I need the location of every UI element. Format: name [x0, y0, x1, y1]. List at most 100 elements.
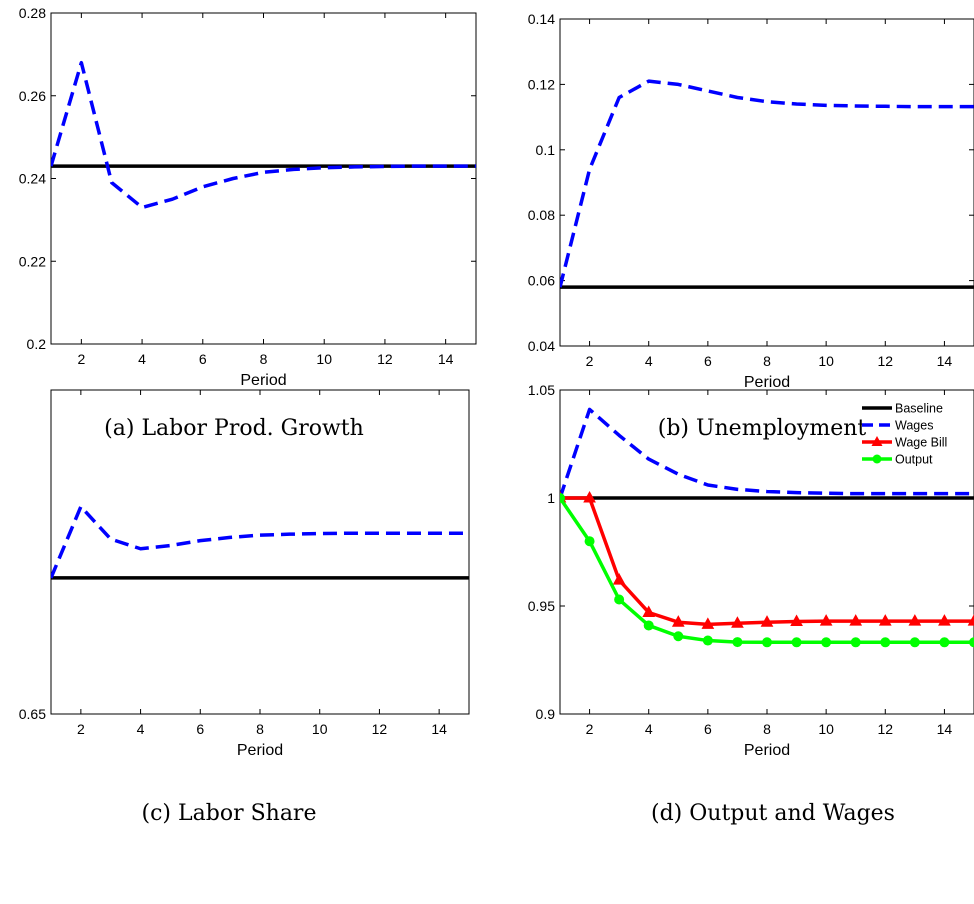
point-output — [880, 637, 891, 648]
x-tick-label: 2 — [586, 353, 594, 369]
point-wage-bill — [760, 615, 774, 627]
legend-marker-wage-bill — [871, 436, 883, 446]
x-tick-label: 12 — [877, 721, 893, 737]
point-wage-bill — [612, 573, 626, 585]
y-tick-label: 0.1 — [536, 142, 556, 158]
x-tick-label: 4 — [138, 351, 146, 367]
x-tick-label: 10 — [316, 351, 332, 367]
series-line-dashed — [51, 60, 476, 210]
legend-label-wages: Wages — [895, 419, 933, 433]
series-line-wage-bill — [560, 496, 974, 627]
legend-label-wage-bill: Wage Bill — [895, 436, 947, 450]
point-wage-bill — [878, 614, 892, 626]
series-group — [51, 504, 469, 580]
x-axis-label: Period — [744, 742, 790, 759]
y-tick-label: 0.9 — [536, 706, 556, 722]
chart-caption: (d) Output and Wages — [651, 801, 895, 826]
y-tick-label: 0.06 — [528, 273, 555, 289]
point-output — [614, 594, 625, 605]
x-tick-label: 12 — [877, 353, 893, 369]
y-tick-label: 0.14 — [528, 11, 555, 27]
point-output — [643, 620, 654, 631]
series-line-wages — [560, 407, 974, 499]
point-output — [673, 631, 684, 642]
x-tick-label: 6 — [199, 351, 207, 367]
chart-caption: (b) Unemployment — [658, 416, 867, 441]
point-output — [850, 637, 861, 648]
chart-0: 2 4 6 8 10 12 14 0.2 0.22 0.24 0.26 0.28 Period — [19, 5, 477, 389]
x-tick-label: 14 — [937, 353, 953, 369]
y-tick-label: 0.26 — [19, 88, 46, 104]
y-tick-label: 0.2 — [27, 336, 47, 352]
point-wage-bill — [849, 614, 863, 626]
point-output — [939, 637, 950, 648]
plot-frame — [559, 18, 974, 347]
x-axis-label: Period — [237, 742, 283, 759]
x-tick-label: 8 — [763, 721, 771, 737]
plot-frame — [50, 12, 477, 345]
x-tick-label: 6 — [704, 721, 712, 737]
chart-caption: (a) Labor Prod. Growth — [104, 416, 364, 441]
x-tick-label: 6 — [704, 353, 712, 369]
point-wage-bill — [790, 614, 803, 627]
x-axis-label: Period — [744, 374, 790, 391]
series-line-dashed — [51, 504, 469, 579]
point-wage-bill — [731, 616, 744, 628]
x-tick-label: 10 — [818, 721, 834, 737]
x-tick-label: 14 — [438, 351, 454, 367]
x-tick-label: 12 — [372, 721, 388, 737]
y-tick-label: 0.24 — [19, 171, 46, 187]
x-tick-label: 4 — [645, 353, 653, 369]
x-axis-label: Period — [240, 372, 286, 389]
y-tick-label: 0.28 — [19, 5, 46, 21]
point-output — [791, 637, 802, 648]
point-output — [702, 635, 713, 646]
legend-label-baseline: Baseline — [895, 402, 943, 416]
point-wage-bill — [967, 614, 974, 626]
legend: Baseline Wages Wage Bill Output — [862, 402, 947, 467]
y-tick-label: 0.08 — [528, 207, 555, 223]
point-output — [732, 637, 743, 648]
x-tick-label: 2 — [77, 721, 85, 737]
y-tick-label: 1 — [547, 490, 555, 506]
point-wage-bill — [701, 617, 715, 629]
point-output — [909, 637, 920, 648]
legend-label-output: Output — [895, 453, 933, 467]
point-output — [560, 493, 565, 503]
point-output — [821, 637, 832, 648]
series-group — [51, 60, 476, 210]
x-tick-label: 4 — [645, 721, 653, 737]
point-wage-bill — [583, 490, 596, 503]
point-wage-bill — [642, 605, 656, 617]
x-tick-label: 14 — [431, 721, 447, 737]
x-tick-label: 8 — [256, 721, 264, 737]
x-tick-label: 12 — [377, 351, 393, 367]
series-group — [560, 79, 974, 289]
series-group — [560, 407, 974, 648]
y-tick-label: 0.22 — [19, 253, 46, 269]
x-tick-label: 8 — [260, 351, 268, 367]
y-tick-label: 0.04 — [528, 338, 555, 354]
chart-caption: (c) Labor Share — [142, 801, 317, 826]
x-tick-label: 2 — [586, 721, 594, 737]
point-wage-bill — [938, 614, 951, 626]
y-tick-label: 1.05 — [528, 382, 555, 398]
x-tick-label: 2 — [77, 351, 85, 367]
series-line-dashed — [560, 79, 974, 288]
legend-marker-output — [872, 454, 882, 464]
x-tick-label: 14 — [937, 721, 953, 737]
point-wage-bill — [819, 614, 833, 626]
point-output — [584, 536, 595, 547]
chart-2: 2 4 6 8 10 12 14 0.65 Period — [19, 389, 470, 759]
point-output — [969, 637, 974, 648]
x-tick-label: 10 — [818, 353, 834, 369]
point-wage-bill — [671, 615, 685, 627]
y-tick-label: 0.95 — [528, 598, 555, 614]
x-tick-label: 4 — [137, 721, 145, 737]
chart-3: 2 4 6 8 10 12 14 0.9 0.95 1 1.05 Period Baseline Wage… — [528, 382, 974, 759]
x-tick-label: 10 — [312, 721, 328, 737]
y-tick-label: 0.12 — [528, 76, 555, 92]
point-output — [762, 637, 772, 648]
chart-1: 2 4 6 8 10 12 14 0.04 0.06 0.08 0.1 0.12 0.14 Period — [528, 11, 974, 391]
